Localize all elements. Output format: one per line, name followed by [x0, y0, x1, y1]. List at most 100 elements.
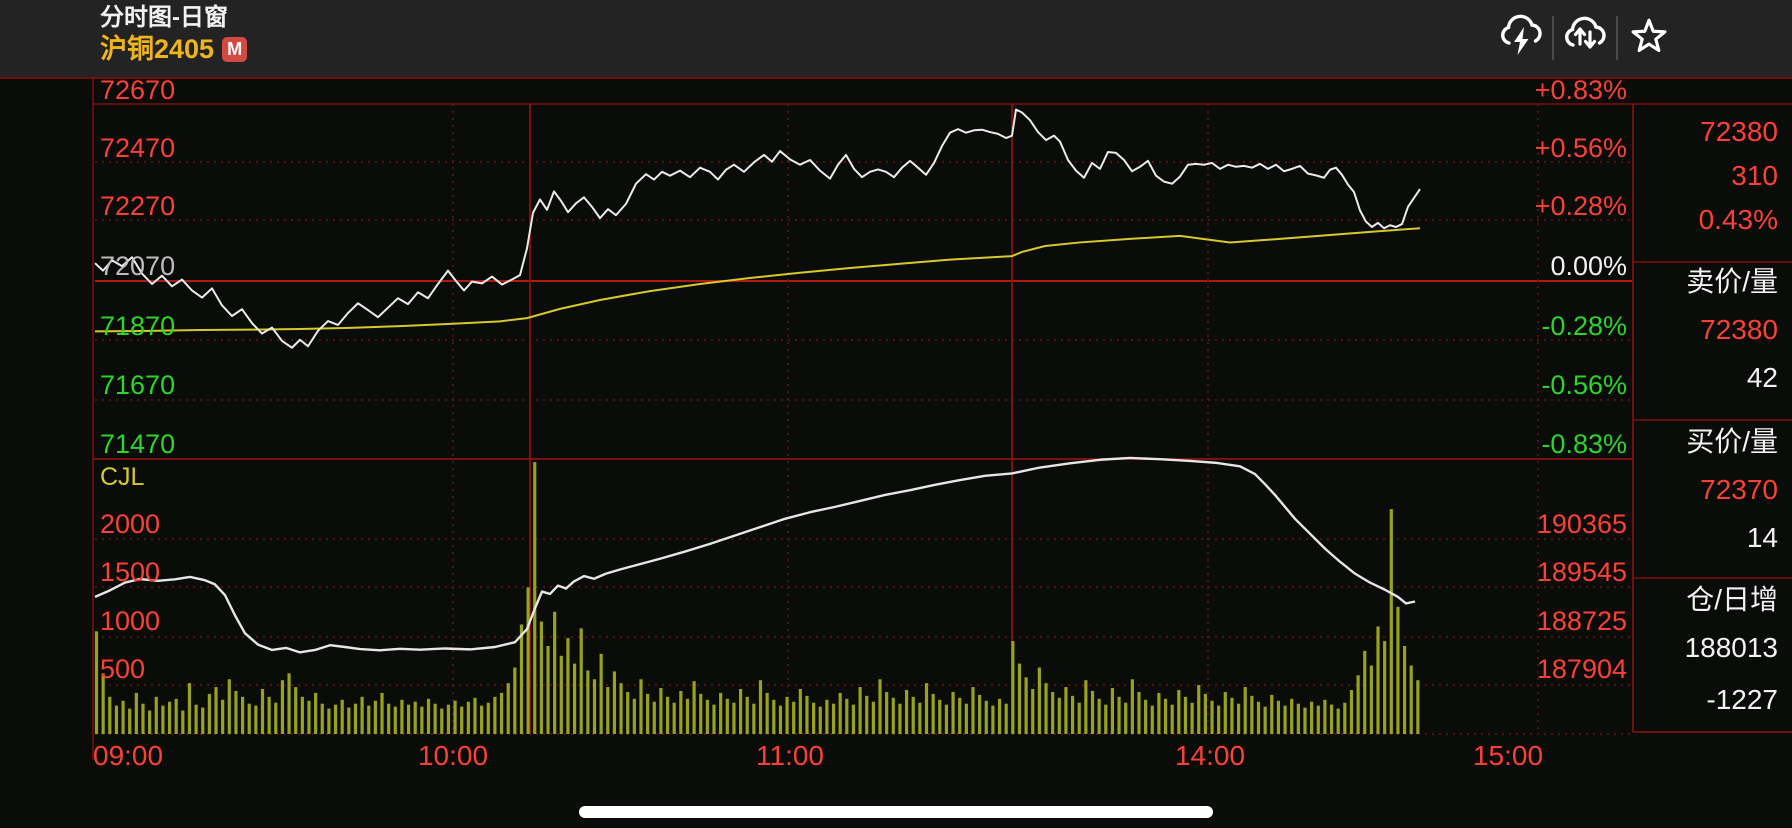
bid-price-value[interactable]: 72370: [1700, 474, 1778, 505]
ask-label: 卖价/量: [1686, 266, 1778, 297]
volume-bar: [944, 704, 949, 734]
volume-bar: [1250, 695, 1254, 734]
volume-bar: [254, 705, 258, 734]
volume-bar: [1263, 706, 1267, 734]
volume-bar: [526, 587, 530, 734]
volume-bar: [719, 692, 723, 734]
volume-bar: [1144, 699, 1148, 734]
volume-bar: [1157, 692, 1161, 734]
volume-bar: [1210, 700, 1214, 734]
volume-bar: [765, 692, 769, 734]
volume-bar: [579, 628, 583, 734]
volume-bar: [659, 688, 663, 734]
cloud-flash-button[interactable]: [1490, 10, 1552, 66]
home-indicator[interactable]: [579, 806, 1213, 818]
volume-bar: [924, 683, 929, 734]
volume-bar: [1031, 689, 1035, 734]
percent-axis-label: 0.00%: [1550, 251, 1627, 281]
volume-bar: [725, 698, 729, 734]
volume-bar: [307, 700, 311, 734]
volume-bar: [240, 696, 245, 734]
volume-bar: [1110, 688, 1115, 734]
volume-bar: [646, 693, 650, 734]
time-axis-label: 14:00: [1175, 740, 1245, 771]
ask-volume-value: 42: [1746, 362, 1778, 393]
volume-bar: [599, 653, 603, 734]
volume-bar: [128, 708, 132, 734]
volume-bar: [121, 700, 125, 734]
volume-bar: [221, 699, 225, 734]
volume-bar: [320, 703, 324, 734]
volume-bar: [851, 704, 856, 734]
volume-bar: [1270, 694, 1274, 734]
volume-bar: [333, 704, 338, 734]
volume-bar: [347, 707, 351, 734]
volume-bar: [406, 704, 411, 734]
volume-bar: [234, 690, 238, 734]
volume-bar: [1057, 697, 1061, 734]
volume-bar: [1037, 667, 1041, 734]
volume-bar: [812, 702, 816, 734]
volume-bar: [134, 692, 138, 734]
volume-bar: [699, 693, 703, 734]
intraday-chart-region[interactable]: 72670 72470 72270 72070 71870 71670 71470 +0.83…: [0, 77, 1792, 828]
volume-bar: [1197, 685, 1201, 734]
volume-bar: [1097, 698, 1101, 734]
volume-bar: [108, 696, 112, 734]
time-axis-label: 09:00: [93, 740, 163, 771]
volume-bar: [1296, 703, 1300, 734]
percent-axis-label: +0.28%: [1535, 191, 1627, 221]
time-axis-label: 15:00: [1473, 740, 1543, 771]
volume-bar: [1077, 702, 1081, 734]
volume-bar: [911, 696, 915, 734]
volume-bar: [1356, 675, 1360, 734]
volume-bar: [1203, 693, 1207, 734]
volume-bar: [387, 703, 391, 734]
volume-bar: [400, 699, 404, 734]
volume-bar: [1409, 665, 1413, 734]
chart-mode-title: 分时图-日窗: [100, 4, 228, 31]
price-volume-chart[interactable]: 72670 72470 72270 72070 71870 71670 71470 +0.83…: [0, 77, 1792, 828]
volume-bar: [1316, 705, 1320, 734]
volume-bar: [420, 706, 424, 734]
volume-bar: [798, 689, 802, 734]
volume-bar: [373, 700, 377, 734]
volume-bar: [1303, 707, 1307, 734]
cloud-sync-icon: [1562, 12, 1608, 65]
volume-bar: [1416, 680, 1420, 734]
price-axis-label: 72670: [100, 77, 175, 105]
volume-bar: [340, 699, 344, 734]
volume-bar: [805, 695, 809, 734]
volume-bar: [785, 696, 789, 734]
volume-bar: [1402, 645, 1407, 734]
volume-bar: [891, 697, 895, 734]
price-line: [94, 108, 1421, 349]
star-icon: [1626, 13, 1672, 64]
volume-bar: [1283, 705, 1287, 734]
volume-bar: [1190, 702, 1194, 734]
open-interest-change: -1227: [1706, 684, 1778, 715]
time-axis-label: 10:00: [418, 740, 488, 771]
ask-price-value[interactable]: 72380: [1700, 314, 1778, 345]
cloud-sync-button[interactable]: [1554, 10, 1616, 66]
volume-bar: [300, 696, 304, 734]
nav-divider: [1616, 16, 1618, 60]
volume-bar: [619, 683, 623, 734]
volume-bar: [433, 703, 437, 734]
volume-bar: [1383, 641, 1387, 734]
volume-bar: [167, 701, 172, 734]
volume-bar: [831, 703, 836, 734]
volume-bar: [1163, 698, 1168, 734]
volume-bar: [772, 699, 776, 734]
volume-bar: [572, 663, 577, 734]
volume-bar: [1217, 705, 1221, 734]
volume-bar: [745, 696, 749, 734]
favorite-star-button[interactable]: [1618, 10, 1680, 66]
volume-bar: [639, 679, 643, 734]
volume-bar: [207, 693, 211, 734]
volume-bar: [1124, 702, 1128, 734]
volume-bar: [612, 671, 617, 734]
bid-label: 买价/量: [1686, 426, 1778, 457]
percent-axis-label: -0.83%: [1541, 429, 1627, 459]
volume-bar: [360, 696, 364, 734]
